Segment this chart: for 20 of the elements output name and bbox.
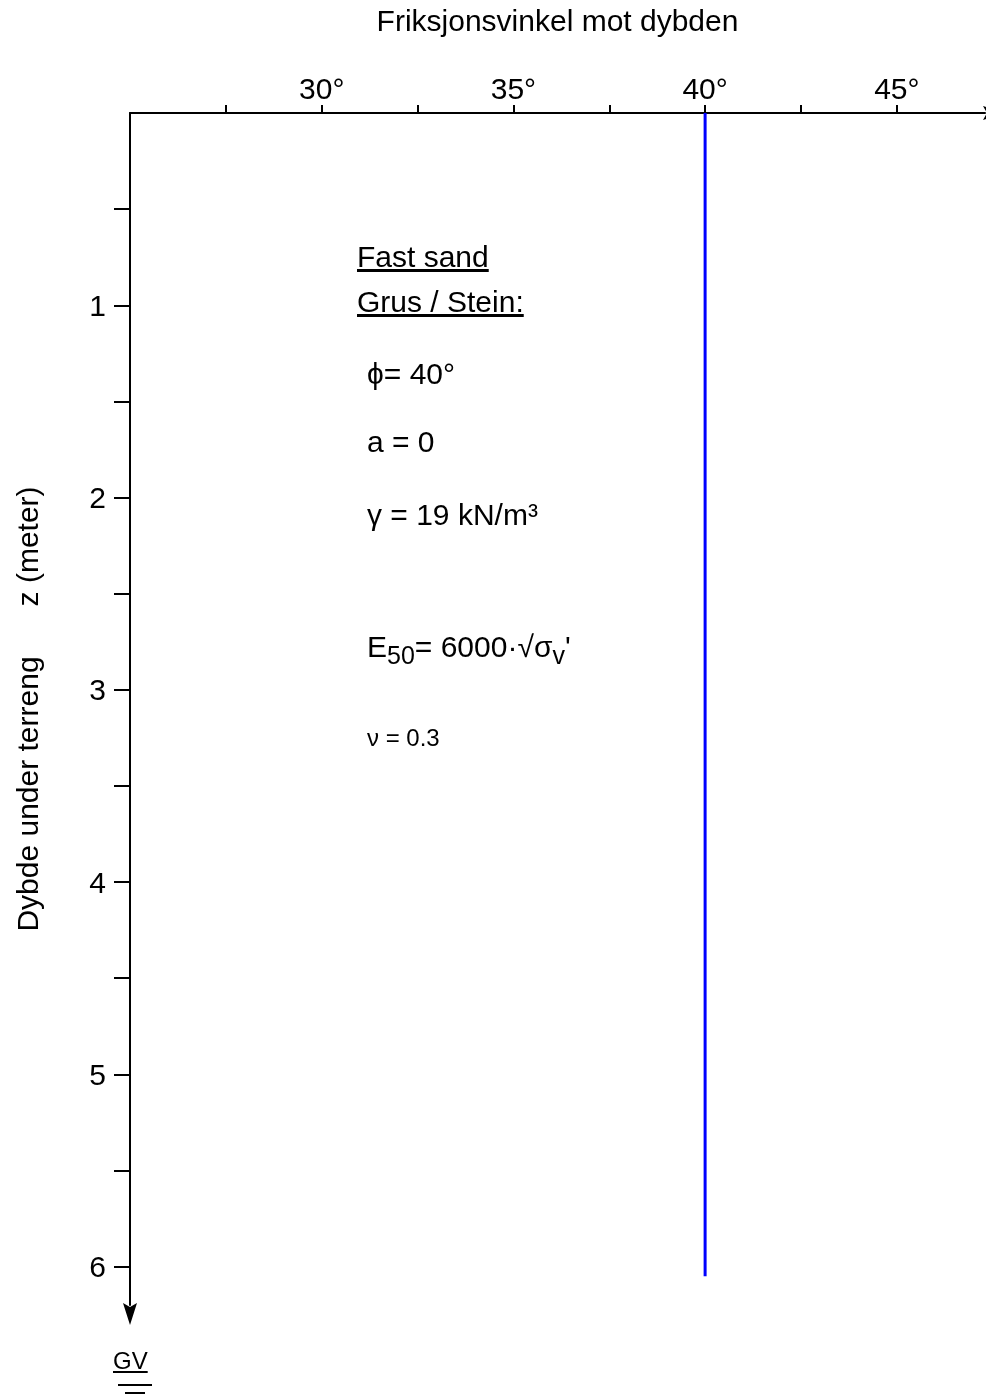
y-axis-title: Dybde under terreng z (meter): [10, 486, 44, 932]
x-tick-label: 45°: [874, 71, 920, 105]
annotation: Fast sand: [357, 240, 489, 273]
y-tick-label: 6: [89, 1250, 106, 1284]
x-tick-label: 35°: [490, 71, 537, 105]
y-tick-label: 5: [89, 1057, 106, 1091]
annotation: γ = 19 kN/m³: [367, 498, 538, 531]
x-axis-title: Friksjonsvinkel mot dybden: [376, 3, 739, 37]
y-tick-label: 1: [89, 288, 106, 322]
annotation: ϕ= 40°: [367, 357, 456, 390]
x-tick-label: 30°: [299, 71, 345, 105]
annotation: a = 0: [367, 425, 435, 458]
annotation: E$_{50}$= 6000·√σ$_{v}$': [367, 630, 571, 670]
y-tick-label: 3: [89, 673, 106, 707]
y-tick-label: 4: [89, 865, 106, 899]
annotation: ν = 0.3: [367, 724, 440, 752]
y-tick-label: 2: [89, 481, 106, 515]
x-tick-label: 40°: [682, 71, 728, 105]
text: GV: [113, 1347, 148, 1375]
annotation: Grus / Stein:: [357, 285, 524, 318]
